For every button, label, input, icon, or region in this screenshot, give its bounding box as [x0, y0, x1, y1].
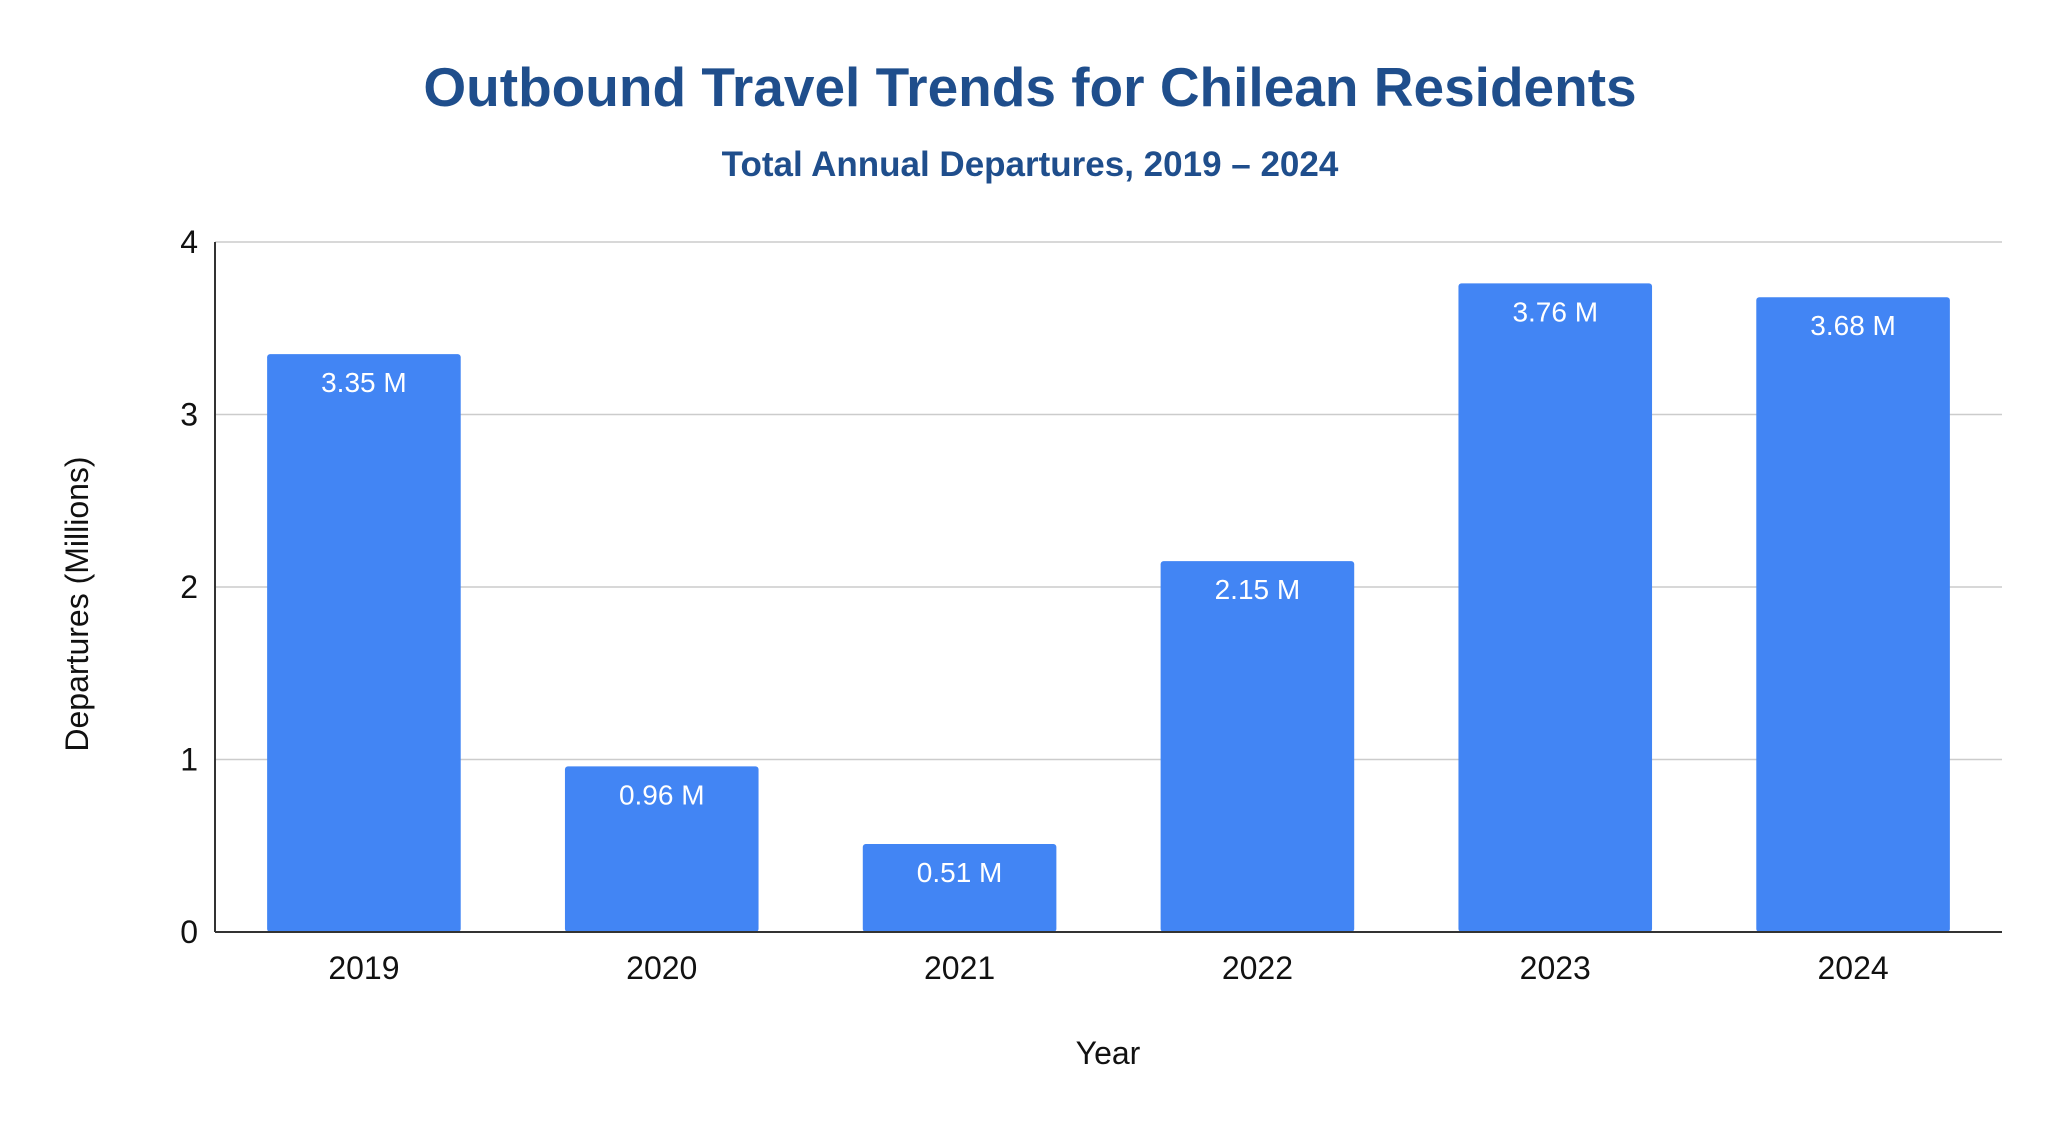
x-tick-label: 2022 — [1222, 950, 1293, 986]
chart-subtitle: Total Annual Departures, 2019 – 2024 — [722, 145, 1339, 184]
data-label: 3.35 M — [321, 367, 407, 398]
data-label: 3.76 M — [1512, 296, 1598, 327]
chart-title: Outbound Travel Trends for Chilean Resid… — [423, 56, 1636, 118]
data-labels: 3.35 M 0.96 M 0.51 M 2.15 M 3.76 M 3.68 M — [321, 296, 1896, 888]
data-label: 0.51 M — [917, 857, 1003, 888]
bar-2020 — [564, 766, 759, 932]
x-tick-label: 2021 — [924, 950, 995, 986]
data-label: 3.68 M — [1810, 310, 1896, 341]
y-axis-title: Departures (Millions) — [59, 456, 95, 751]
y-tick-label: 0 — [180, 914, 198, 950]
bar-2023 — [1458, 283, 1653, 932]
gridlines — [215, 241, 2002, 761]
data-label: 2.15 M — [1215, 574, 1301, 605]
y-tick-label: 3 — [180, 397, 198, 433]
x-tick-label: 2023 — [1520, 950, 1591, 986]
x-tick-label: 2024 — [1817, 950, 1888, 986]
bars — [267, 283, 1950, 932]
y-tick-label: 2 — [180, 569, 198, 605]
axes — [214, 242, 2002, 933]
x-axis-title: Year — [1076, 1035, 1141, 1071]
x-axis-ticks: 2019 2020 2021 2022 2023 2024 — [328, 950, 1888, 986]
data-label: 0.96 M — [619, 779, 705, 810]
bar-2019 — [267, 354, 461, 932]
bar-2021 — [862, 844, 1057, 932]
bar-2022 — [1160, 561, 1355, 932]
x-tick-label: 2020 — [626, 950, 697, 986]
y-axis-ticks: 0 1 2 3 4 — [180, 224, 198, 950]
y-tick-label: 1 — [180, 742, 198, 778]
bar-2024 — [1756, 297, 1950, 932]
x-tick-label: 2019 — [328, 950, 399, 986]
y-tick-label: 4 — [180, 224, 198, 260]
